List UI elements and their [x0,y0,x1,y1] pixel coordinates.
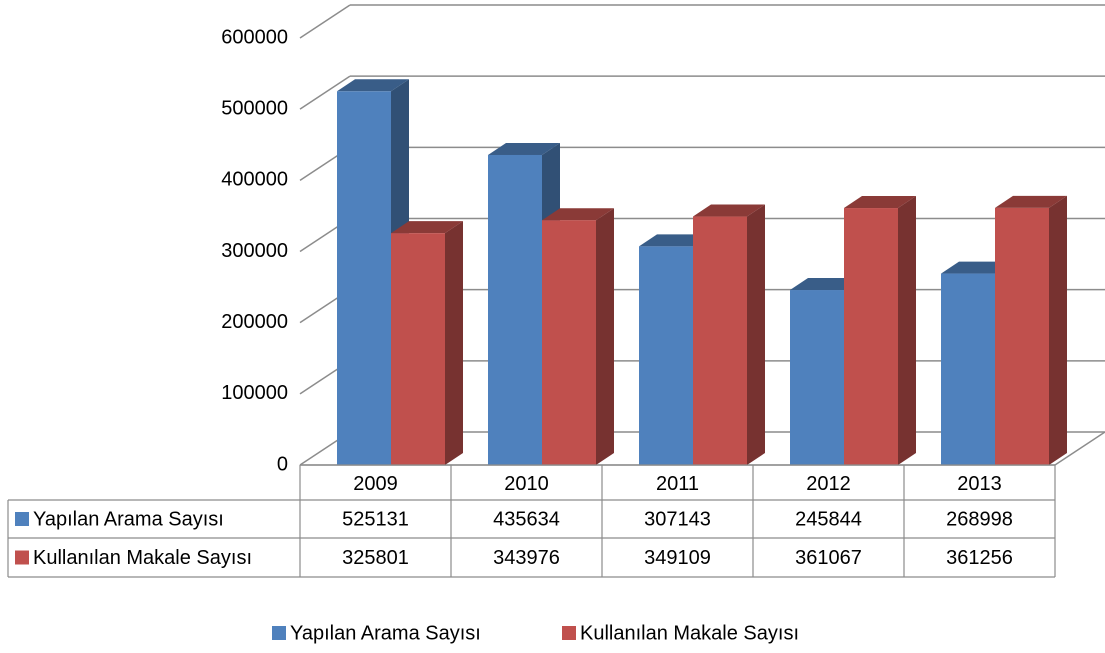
bar-side [445,221,463,465]
bar [639,246,693,465]
y-tick-label: 0 [277,453,288,475]
table-legend-key [15,512,29,526]
y-tick-label: 400000 [221,169,288,191]
table-header: 2012 [806,473,851,495]
bar-side [1049,195,1067,466]
bar [995,207,1049,466]
bar-side [898,196,916,465]
table-cell: 245844 [795,508,862,530]
bar [542,220,596,465]
y-tick-label: 200000 [221,311,288,333]
table-cell: 268998 [946,508,1013,530]
bar [488,154,542,465]
grid-line [299,4,351,39]
legend-key [272,626,286,640]
bar-top [693,204,765,217]
table-header: 2010 [504,473,549,495]
table-cell: 307143 [644,508,711,530]
legend-label: Kullanılan Makale Sayısı [580,622,799,644]
grid-line [299,75,351,110]
table-header: 2011 [656,473,699,495]
table-cell: 361067 [795,547,862,569]
bar [337,91,391,465]
table-cell: 525131 [342,508,409,530]
y-tick-label: 300000 [221,240,288,262]
table-header: 2009 [353,473,398,495]
legend-key [562,626,576,640]
table-cell: 349109 [644,547,711,569]
legend-label: Yapılan Arama Sayısı [290,622,481,644]
bar-side [747,204,765,465]
bar-top [542,208,614,221]
y-tick-label: 100000 [221,382,288,404]
y-tick-label: 500000 [221,97,288,119]
bar [391,233,445,465]
table-cell: 325801 [342,547,409,569]
table-cell: 435634 [493,508,560,530]
table-legend-key [15,550,29,565]
bar-side [596,208,614,466]
bar-top [488,142,560,155]
bar-top [995,195,1067,208]
floor-edge [1054,431,1105,466]
bar [844,208,898,465]
table-row-label: Kullanılan Makale Sayısı [33,547,252,569]
table-row-label: Yapılan Arama Sayısı [33,508,224,530]
table-cell: 343976 [493,547,560,569]
bar [693,216,747,465]
bar-top [844,196,916,209]
bar-top [337,79,409,92]
bar-top [391,221,463,234]
y-tick-label: 600000 [221,26,288,48]
bar [790,290,844,465]
bar [941,273,995,465]
table-header: 2013 [957,473,1002,495]
table-cell: 361256 [946,547,1013,569]
